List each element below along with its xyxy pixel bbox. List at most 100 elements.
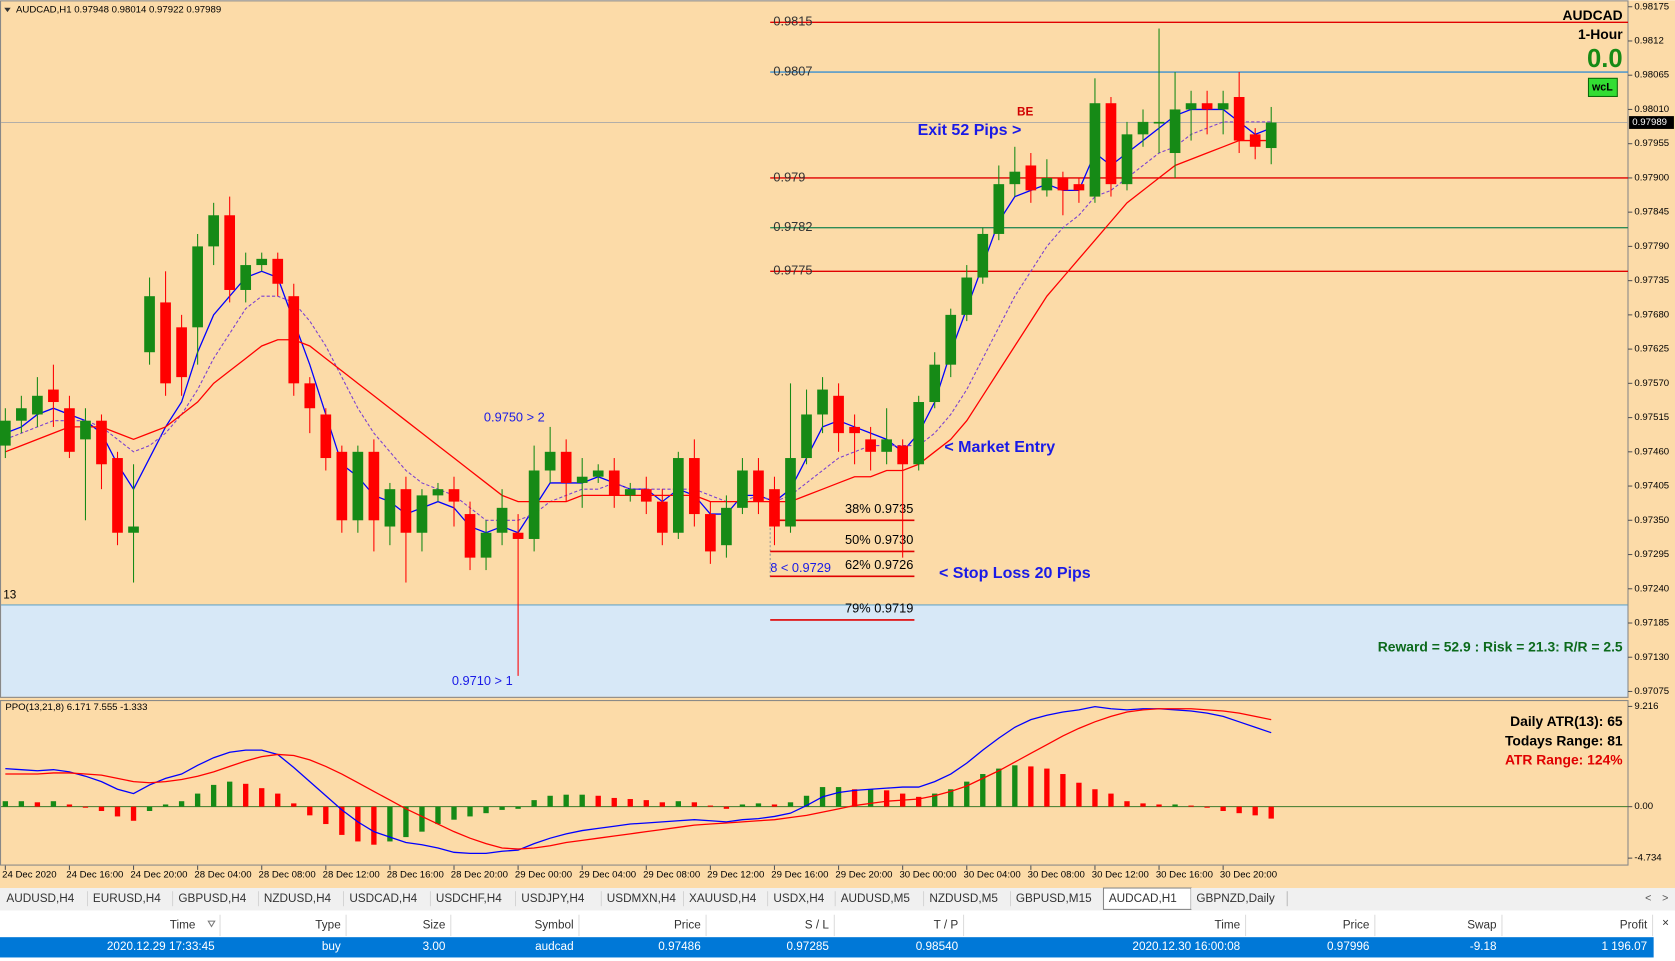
column-header[interactable]: Symbol xyxy=(534,919,573,932)
ppo-bar xyxy=(643,800,649,807)
table-cell: 0.97996 xyxy=(1327,940,1370,953)
tab[interactable] xyxy=(343,888,431,910)
column-header[interactable]: T / P xyxy=(934,919,959,932)
ppo-bar xyxy=(964,781,970,807)
tab-label[interactable]: XAUUSD,H4 xyxy=(689,892,757,905)
ppo-bar xyxy=(435,806,441,825)
tab-scroll-left[interactable]: < xyxy=(1645,893,1651,905)
tab-label[interactable]: GBPUSD,H4 xyxy=(178,892,246,905)
info-timeframe: 1-Hour xyxy=(1578,26,1623,42)
ppo-bar xyxy=(1092,789,1098,807)
candle-body xyxy=(705,514,716,552)
candle-body xyxy=(544,451,556,471)
candle-body xyxy=(753,470,764,502)
candle-body xyxy=(64,408,75,452)
price-tick-label: 0.97405 xyxy=(1634,481,1669,492)
ppo-bar xyxy=(867,789,874,807)
time-tick-label: 28 Dec 16:00 xyxy=(387,870,444,881)
tab-label[interactable]: NZDUSD,H4 xyxy=(264,892,332,905)
tab[interactable] xyxy=(683,888,769,910)
range-info: Todays Range: 81 xyxy=(1505,732,1623,748)
ppo-bar xyxy=(243,783,249,807)
price-tick-label: 0.97185 xyxy=(1634,618,1669,629)
selected-row[interactable] xyxy=(0,937,1654,958)
candle-body xyxy=(32,395,43,415)
tab-label[interactable]: USDX,H4 xyxy=(773,892,824,905)
column-header[interactable]: S / L xyxy=(805,919,830,932)
tab-label[interactable]: USDMXN,H4 xyxy=(607,892,677,905)
ppo-bar xyxy=(1124,801,1130,807)
tab[interactable] xyxy=(835,888,925,910)
candle-body xyxy=(640,489,652,502)
column-header[interactable]: Time xyxy=(1215,919,1241,932)
tab[interactable] xyxy=(430,888,516,910)
tab-label[interactable]: GBPUSD,M15 xyxy=(1016,892,1092,905)
time-tick-label: 29 Dec 04:00 xyxy=(579,870,636,881)
candle-body xyxy=(512,532,524,539)
tab-label[interactable]: AUDCAD,H1 xyxy=(1109,892,1177,905)
candle-body xyxy=(1249,134,1261,147)
tab-label[interactable]: USDJPY,H4 xyxy=(521,892,585,905)
candle-body xyxy=(689,458,700,515)
tab[interactable] xyxy=(768,888,836,910)
tab[interactable] xyxy=(924,888,1011,910)
tab-label[interactable]: GBPNZD,Daily xyxy=(1196,892,1274,905)
candle-body xyxy=(672,458,684,533)
info-symbol: AUDCAD xyxy=(1563,7,1623,23)
table-cell: audcad xyxy=(535,940,574,953)
tab-label[interactable]: EURUSD,H4 xyxy=(93,892,161,905)
column-header[interactable]: Type xyxy=(315,919,341,932)
tab-label[interactable]: AUDUSD,H4 xyxy=(6,892,74,905)
column-header[interactable]: Swap xyxy=(1467,919,1497,932)
candle-body xyxy=(288,296,300,384)
ppo-bar xyxy=(275,793,281,807)
ppo-bar xyxy=(675,801,682,807)
tab-label[interactable]: AUDUSD,M5 xyxy=(841,892,911,905)
fib-level-label: 62% 0.9726 xyxy=(845,557,913,572)
ppo-line xyxy=(5,705,1272,855)
ppo-window-frame xyxy=(0,700,1629,866)
column-header[interactable]: Price xyxy=(674,919,701,932)
column-header[interactable]: Time xyxy=(170,919,196,932)
tab[interactable] xyxy=(1,888,88,910)
time-tick-label: 24 Dec 16:00 xyxy=(66,870,123,881)
exit-annotation: Exit 52 Pips > xyxy=(918,121,1022,139)
candle-body xyxy=(464,514,476,558)
tab[interactable] xyxy=(601,888,684,910)
close-button[interactable]: × xyxy=(1662,916,1669,929)
tab[interactable] xyxy=(515,888,602,910)
tab-label[interactable]: NZDUSD,M5 xyxy=(929,892,998,905)
reward-risk: Reward = 52.9 : Risk = 21.3: R/R = 2.5 xyxy=(1378,638,1623,654)
candle-body xyxy=(192,246,203,328)
candle-body xyxy=(833,395,844,434)
stop-annotation: < Stop Loss 20 Pips xyxy=(939,564,1091,582)
price-tick-label: 0.98065 xyxy=(1634,70,1669,81)
tab-label[interactable]: USDCHF,H4 xyxy=(436,892,502,905)
tab[interactable] xyxy=(258,888,344,910)
table-cell: 0.97285 xyxy=(786,940,829,953)
tab-label[interactable]: USDCAD,H4 xyxy=(349,892,417,905)
candle-body xyxy=(432,489,444,496)
candle-body xyxy=(112,458,123,533)
column-header[interactable]: Profit xyxy=(1620,919,1648,932)
tab-scroll-right[interactable]: > xyxy=(1662,893,1668,905)
candle-body xyxy=(801,414,812,459)
ppo-bar xyxy=(1156,804,1162,807)
tab[interactable] xyxy=(1010,888,1104,910)
entry-annotation: < Market Entry xyxy=(944,438,1055,456)
candle-body xyxy=(400,489,412,533)
column-header[interactable]: Price xyxy=(1343,919,1370,932)
column-header[interactable]: Size xyxy=(423,919,446,932)
ppo-bar xyxy=(755,803,762,807)
candle-body xyxy=(769,489,780,527)
tab[interactable] xyxy=(173,888,259,910)
price-level-label: 0.9782 xyxy=(773,219,812,234)
tab[interactable] xyxy=(87,888,174,910)
candle-body xyxy=(737,470,748,508)
candle-body xyxy=(448,489,460,502)
candle-body xyxy=(1201,103,1213,110)
tab[interactable] xyxy=(1191,888,1288,910)
candle-body xyxy=(480,532,492,558)
price-tick-label: 0.97515 xyxy=(1634,412,1669,423)
